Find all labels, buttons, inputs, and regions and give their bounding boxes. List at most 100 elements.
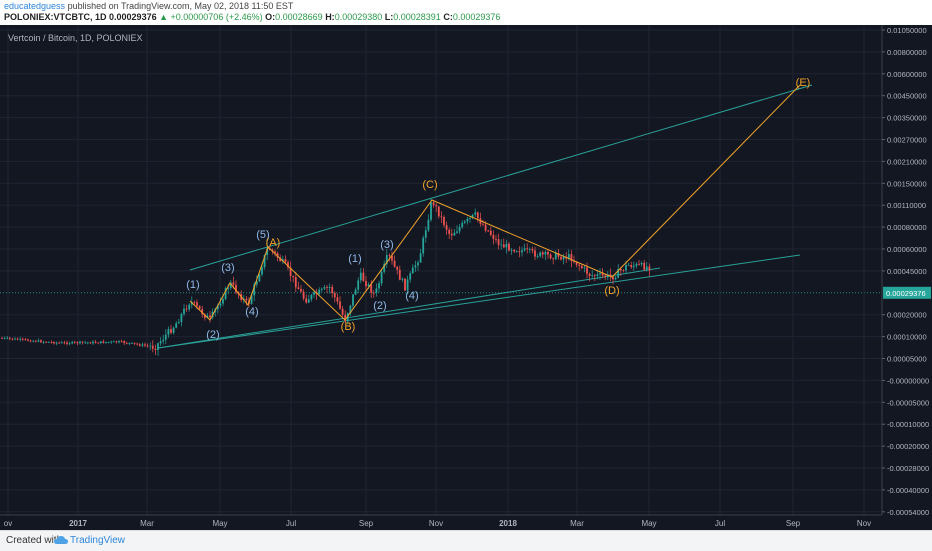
- x-tick-label: May: [641, 519, 656, 528]
- candle-body: [365, 280, 367, 287]
- candle-body: [323, 287, 326, 289]
- candle-body: [326, 287, 328, 289]
- time-axis[interactable]: ov 2017 Mar May Jul Sep Nov 2018 Mar May Jul Sep Nov: [0, 514, 882, 530]
- y-tick-label: 0.00005000: [887, 355, 927, 364]
- candle-body: [583, 267, 586, 269]
- candle-body: [578, 264, 581, 266]
- candle-body: [619, 268, 622, 271]
- y-tick-label: -0.00040000: [887, 486, 929, 495]
- candle-body: [175, 323, 178, 328]
- candle-body: [297, 287, 300, 289]
- candle-body: [274, 251, 276, 254]
- candle-body: [645, 266, 648, 270]
- y-tick-label: -0.00010000: [887, 420, 929, 429]
- candle-body: [307, 299, 310, 303]
- candle-body: [42, 341, 45, 343]
- candle-body: [92, 341, 94, 344]
- candle-body: [370, 284, 373, 293]
- candle-body: [47, 341, 50, 343]
- candle-body: [115, 341, 118, 343]
- x-tick-label: Mar: [140, 519, 154, 528]
- candle-body: [157, 343, 159, 350]
- candle-body: [419, 253, 422, 263]
- candle-body: [513, 249, 516, 252]
- candle-body: [284, 259, 287, 263]
- candle-body: [510, 249, 513, 251]
- candle-body: [448, 229, 451, 234]
- wave-label: (5): [256, 229, 269, 241]
- candle-body: [206, 315, 209, 318]
- candle-body: [409, 273, 412, 280]
- created-with-text: Created with: [6, 535, 63, 546]
- high-value: 0.00029380: [334, 12, 383, 22]
- candle-body: [172, 327, 175, 333]
- candle-body: [357, 280, 360, 290]
- candle-body: [625, 265, 627, 271]
- candle-body: [125, 343, 128, 344]
- candle-body: [55, 342, 58, 344]
- candle-body: [209, 315, 211, 318]
- candle-body: [333, 293, 336, 298]
- candle-body: [141, 344, 144, 346]
- candle-body: [224, 288, 227, 300]
- candle-body: [489, 230, 492, 235]
- candle-body: [60, 342, 63, 344]
- wave-label: (C): [422, 179, 437, 191]
- tradingview-logo-text[interactable]: TradingView: [70, 535, 126, 546]
- candle-body: [359, 272, 362, 281]
- candle-body: [495, 239, 497, 240]
- y-tick-label: -0.00020000: [887, 442, 929, 451]
- candle-body: [123, 341, 126, 344]
- x-tick-label: Jul: [286, 519, 296, 528]
- x-tick-label: ov: [4, 519, 12, 528]
- candle-body: [14, 338, 16, 340]
- candle-body: [547, 251, 549, 255]
- open-label: O:: [265, 12, 276, 22]
- x-tick-label: Nov: [857, 519, 871, 528]
- candle-body: [440, 216, 443, 218]
- candle-body: [521, 250, 523, 253]
- candle-body: [131, 342, 133, 344]
- candle-body: [99, 341, 102, 344]
- candle-body: [3, 337, 6, 339]
- candles: [1, 198, 651, 356]
- candle-body: [245, 298, 248, 301]
- candle-body: [300, 288, 302, 292]
- chart-area[interactable]: (1) (2) (3) (4) (5) (1) (2) (3) (4) (A) (B) (C) (D) (…: [0, 25, 932, 530]
- candle-body: [482, 223, 484, 225]
- candle-body: [375, 288, 378, 293]
- candle-body: [149, 345, 152, 347]
- candle-body: [34, 340, 37, 342]
- candle-body: [593, 275, 596, 277]
- candle-body: [393, 260, 396, 267]
- publish-info: educatedguess published on TradingView.c…: [4, 1, 293, 11]
- candle-body: [367, 284, 370, 287]
- candle-body: [515, 251, 518, 253]
- candle-body: [497, 239, 500, 246]
- candle-body: [84, 342, 87, 344]
- candle-body: [388, 255, 391, 257]
- price-chart[interactable]: (1) (2) (3) (4) (5) (1) (2) (3) (4) (A) (B) (C) (D) (…: [0, 25, 932, 530]
- candle-body: [640, 262, 643, 265]
- wave-labels: (1) (2) (3) (4) (5) (1) (2) (3) (4) (A) (B) (C) (D) (…: [186, 77, 810, 341]
- candle-body: [531, 248, 534, 251]
- candle-body: [484, 224, 487, 231]
- x-tick-label: Sep: [786, 519, 801, 528]
- candle-body: [216, 305, 219, 310]
- candle-body: [133, 342, 136, 344]
- candle-body: [458, 227, 461, 232]
- candle-body: [352, 294, 354, 306]
- candle-body: [37, 340, 40, 342]
- last-price-badge: [883, 286, 931, 299]
- price-axis[interactable]: 0.01050000 0.00800000 0.00600000 0.00450000…: [881, 25, 932, 530]
- candle-body: [16, 338, 19, 340]
- candle-body: [235, 284, 237, 293]
- trend-line: [157, 267, 661, 349]
- candle-body: [461, 222, 464, 228]
- candle-body: [112, 341, 115, 343]
- author-link[interactable]: educatedguess: [4, 1, 66, 11]
- candle-body: [164, 334, 167, 340]
- candle-body: [336, 297, 339, 302]
- candle-body: [261, 267, 263, 275]
- trend-channel: [157, 84, 813, 349]
